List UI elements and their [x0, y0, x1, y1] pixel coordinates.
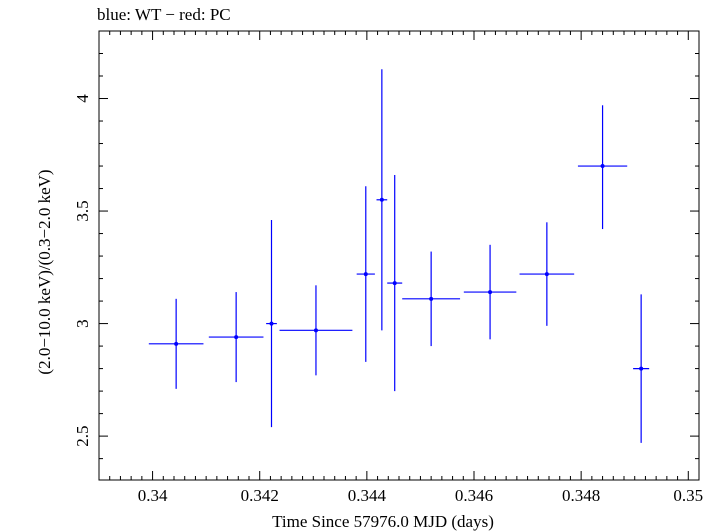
x-tick-label: 0.342 — [241, 486, 279, 505]
y-tick-label: 3 — [73, 319, 92, 328]
y-tick-label: 3.5 — [73, 200, 92, 221]
axes-frame — [98, 30, 700, 481]
data-point — [376, 69, 388, 331]
data-point — [519, 222, 575, 326]
y-axis-label: (2.0−10.0 keV)/(0.3−2.0 keV) — [35, 169, 54, 374]
data-point — [577, 105, 628, 230]
point-marker — [429, 296, 434, 301]
point-marker — [379, 197, 384, 202]
point-marker — [488, 290, 493, 295]
data-point — [402, 251, 461, 347]
data-point — [279, 285, 353, 376]
data-point — [266, 220, 277, 428]
data-point — [356, 186, 375, 362]
y-tick-label: 2.5 — [73, 425, 92, 446]
x-tick-label: 0.348 — [562, 486, 600, 505]
x-axis-label: Time Since 57976.0 MJD (days) — [272, 512, 494, 531]
plot-frame — [98, 30, 700, 481]
point-marker — [234, 335, 239, 340]
data-point — [463, 244, 517, 340]
point-marker — [363, 272, 368, 277]
x-tick-label: 0.344 — [348, 486, 387, 505]
point-marker — [544, 272, 549, 277]
point-marker — [600, 164, 605, 169]
data-point — [387, 175, 403, 392]
chart-title: blue: WT − red: PC — [97, 5, 231, 24]
x-tick-label: 0.346 — [455, 486, 493, 505]
axis-tick-labels: 0.34 0.342 0.344 0.346 0.348 0.35 2.5 3 3.5 4 — [73, 94, 703, 505]
point-marker — [392, 281, 397, 286]
y-tick-label: 4 — [73, 94, 92, 103]
x-tick-label: 0.34 — [138, 486, 168, 505]
x-tick-label: 0.35 — [673, 486, 703, 505]
point-marker — [313, 328, 318, 333]
data-point — [148, 298, 204, 389]
axis-ticks — [98, 30, 700, 480]
point-marker — [269, 321, 274, 326]
data-point — [208, 292, 264, 383]
point-marker — [174, 341, 179, 346]
data-points — [148, 69, 650, 443]
data-point — [633, 294, 650, 443]
point-marker — [639, 366, 644, 371]
